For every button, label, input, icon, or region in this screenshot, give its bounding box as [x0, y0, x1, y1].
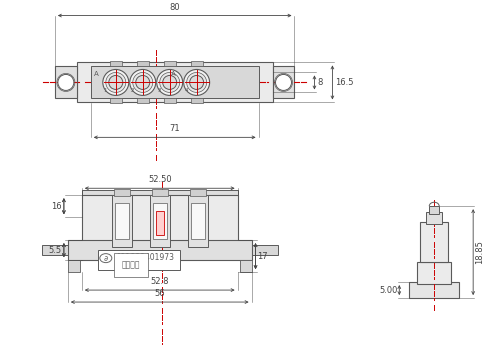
- Bar: [190, 62, 202, 67]
- Bar: [190, 203, 204, 239]
- Bar: [109, 98, 121, 103]
- Bar: [114, 189, 130, 196]
- Bar: [251, 245, 277, 255]
- Circle shape: [189, 75, 203, 90]
- Bar: [136, 62, 149, 67]
- Text: A: A: [170, 71, 175, 78]
- Circle shape: [133, 72, 152, 92]
- Text: 17: 17: [257, 252, 268, 261]
- Bar: [115, 203, 129, 239]
- Circle shape: [156, 70, 182, 95]
- Circle shape: [58, 75, 74, 90]
- Bar: [420, 222, 447, 262]
- Circle shape: [162, 75, 176, 90]
- Text: 80: 80: [169, 3, 180, 12]
- Bar: [150, 195, 169, 247]
- Text: 16: 16: [51, 202, 62, 211]
- Bar: [68, 240, 251, 260]
- Bar: [416, 262, 450, 284]
- Bar: [82, 195, 237, 250]
- Bar: [189, 189, 205, 196]
- Bar: [136, 98, 149, 103]
- Bar: [408, 282, 458, 298]
- Circle shape: [130, 70, 155, 95]
- Circle shape: [186, 72, 206, 92]
- Text: 52.50: 52.50: [148, 175, 171, 184]
- Bar: [239, 260, 251, 272]
- Ellipse shape: [100, 254, 112, 262]
- Bar: [82, 190, 237, 198]
- Text: 5.5: 5.5: [0, 363, 1, 364]
- Text: 71: 71: [169, 124, 180, 133]
- Text: 3: 3: [157, 88, 161, 94]
- Bar: [55, 67, 76, 98]
- Text: 5.5: 5.5: [49, 246, 62, 255]
- Text: 8: 8: [317, 78, 322, 87]
- Bar: [187, 195, 207, 247]
- Bar: [164, 98, 175, 103]
- Bar: [91, 67, 258, 98]
- Circle shape: [275, 75, 291, 90]
- Text: 2: 2: [131, 88, 134, 94]
- Circle shape: [106, 72, 125, 92]
- Bar: [68, 260, 80, 272]
- Text: 18.85: 18.85: [474, 240, 483, 264]
- Circle shape: [136, 75, 150, 90]
- Text: 16.5: 16.5: [335, 78, 353, 87]
- Text: 17: 17: [0, 363, 1, 364]
- Text: 5.00: 5.00: [378, 286, 396, 294]
- Bar: [112, 195, 132, 247]
- Bar: [152, 203, 166, 239]
- Text: A: A: [93, 71, 98, 78]
- Circle shape: [183, 70, 209, 95]
- Bar: [164, 62, 175, 67]
- Bar: [109, 62, 121, 67]
- FancyBboxPatch shape: [98, 250, 179, 270]
- Bar: [272, 67, 294, 98]
- Text: 生産批号: 生産批号: [121, 261, 140, 270]
- Text: 111000401973: 111000401973: [116, 253, 173, 262]
- Text: 52.8: 52.8: [150, 277, 168, 286]
- Bar: [425, 212, 441, 224]
- Circle shape: [103, 70, 129, 95]
- Bar: [151, 189, 167, 196]
- Bar: [190, 98, 202, 103]
- Bar: [76, 63, 272, 102]
- Text: 1: 1: [104, 88, 107, 94]
- Circle shape: [159, 72, 179, 92]
- Bar: [42, 245, 68, 255]
- Bar: [428, 206, 439, 214]
- Circle shape: [108, 75, 122, 90]
- Text: ∂: ∂: [104, 254, 108, 263]
- Bar: [155, 211, 164, 235]
- Text: 56: 56: [154, 289, 165, 298]
- Text: 16: 16: [0, 363, 1, 364]
- Text: 4: 4: [184, 88, 188, 94]
